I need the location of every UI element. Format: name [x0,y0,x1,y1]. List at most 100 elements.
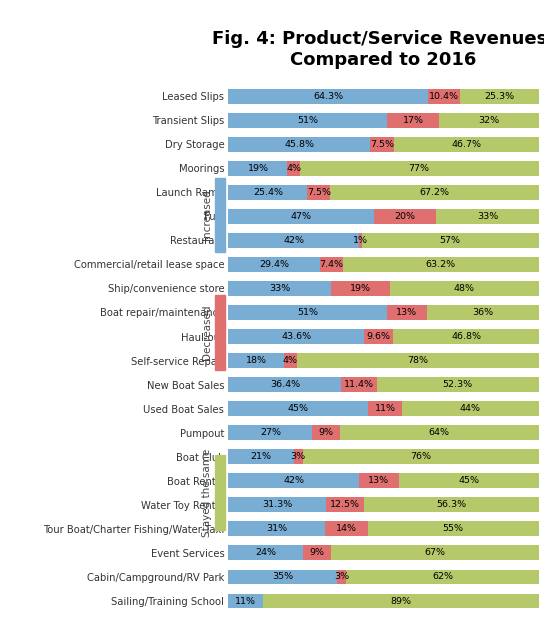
Bar [374,209,436,224]
Text: 89%: 89% [390,597,411,605]
Text: 62%: 62% [432,573,453,582]
Bar [294,449,303,464]
Bar [364,329,393,344]
Bar [390,281,539,296]
Text: 44%: 44% [460,404,481,413]
Bar [340,425,539,440]
Bar [263,593,539,609]
Text: 36%: 36% [472,308,493,317]
Bar [228,497,325,512]
Text: 7.5%: 7.5% [307,188,331,197]
Bar [300,161,539,176]
Bar [228,593,263,609]
Bar [307,185,331,200]
Text: 31.3%: 31.3% [262,501,292,509]
Text: 45.8%: 45.8% [285,139,314,149]
Text: 10.4%: 10.4% [429,92,459,100]
Text: 64%: 64% [429,428,450,437]
Text: 48%: 48% [454,284,475,293]
Text: 42%: 42% [283,236,304,245]
Text: 56.3%: 56.3% [436,501,467,509]
Text: 45%: 45% [458,476,479,485]
Text: 33%: 33% [477,212,498,221]
Text: 3%: 3% [290,452,306,461]
Bar [287,161,300,176]
Text: 3%: 3% [334,573,349,582]
Bar [228,185,307,200]
Text: 67.2%: 67.2% [419,188,450,197]
Bar [370,137,394,151]
Bar [393,329,539,344]
Bar [228,329,364,344]
Bar [303,546,331,560]
Bar [228,546,303,560]
Text: 9%: 9% [319,428,333,437]
Text: 36.4%: 36.4% [270,380,300,389]
Bar [228,112,387,127]
Bar [460,89,539,104]
Bar [325,521,368,536]
Text: 24%: 24% [255,548,276,558]
Text: 33%: 33% [269,284,290,293]
Text: 47%: 47% [291,212,312,221]
Bar [399,474,539,488]
Text: 11%: 11% [375,404,395,413]
Text: 29.4%: 29.4% [259,260,289,269]
Bar [320,257,343,272]
Text: 9%: 9% [310,548,324,558]
Text: 51%: 51% [297,308,318,317]
Bar [362,233,539,248]
Text: 18%: 18% [246,356,267,365]
Bar [312,425,340,440]
Bar [228,281,331,296]
Bar [228,425,312,440]
Bar [394,137,539,151]
Text: 11.4%: 11.4% [344,380,374,389]
Text: 9.6%: 9.6% [367,332,391,341]
Text: 1%: 1% [353,236,368,245]
Text: Decreased: Decreased [202,305,212,360]
Title: Fig. 4: Product/Service Revenues,
Compared to 2016: Fig. 4: Product/Service Revenues, Compar… [213,30,544,69]
Bar [228,353,285,368]
Text: 64.3%: 64.3% [313,92,343,100]
Text: 13%: 13% [368,476,390,485]
Bar [358,474,399,488]
Text: 4%: 4% [283,356,298,365]
Bar [341,377,376,392]
Bar [296,353,539,368]
Bar [402,401,539,416]
Bar [228,377,341,392]
Text: 21%: 21% [251,452,271,461]
Text: 20%: 20% [395,212,416,221]
Bar [358,233,362,248]
Text: Stayed the same: Stayed the same [202,448,212,537]
Bar [228,257,320,272]
Bar [228,305,387,320]
Text: 67%: 67% [424,548,445,558]
Text: 19%: 19% [350,284,371,293]
Bar [228,137,370,151]
Bar [436,209,539,224]
Bar [228,233,358,248]
Bar [228,521,325,536]
Text: 32%: 32% [478,116,499,124]
Text: 7.4%: 7.4% [319,260,343,269]
Bar [428,89,460,104]
Bar [368,521,539,536]
Bar [364,497,539,512]
Text: 43.6%: 43.6% [281,332,311,341]
Text: Increased: Increased [202,190,212,241]
Text: 13%: 13% [396,308,417,317]
Text: 19%: 19% [248,164,268,173]
Bar [228,474,358,488]
Text: 46.7%: 46.7% [451,139,481,149]
Text: 76%: 76% [410,452,431,461]
Bar [228,89,428,104]
Bar [325,497,364,512]
Text: 57%: 57% [440,236,461,245]
Text: 12.5%: 12.5% [330,501,360,509]
Text: 14%: 14% [336,524,357,533]
Bar [228,449,294,464]
Text: 77%: 77% [409,164,430,173]
Text: 27%: 27% [260,428,281,437]
